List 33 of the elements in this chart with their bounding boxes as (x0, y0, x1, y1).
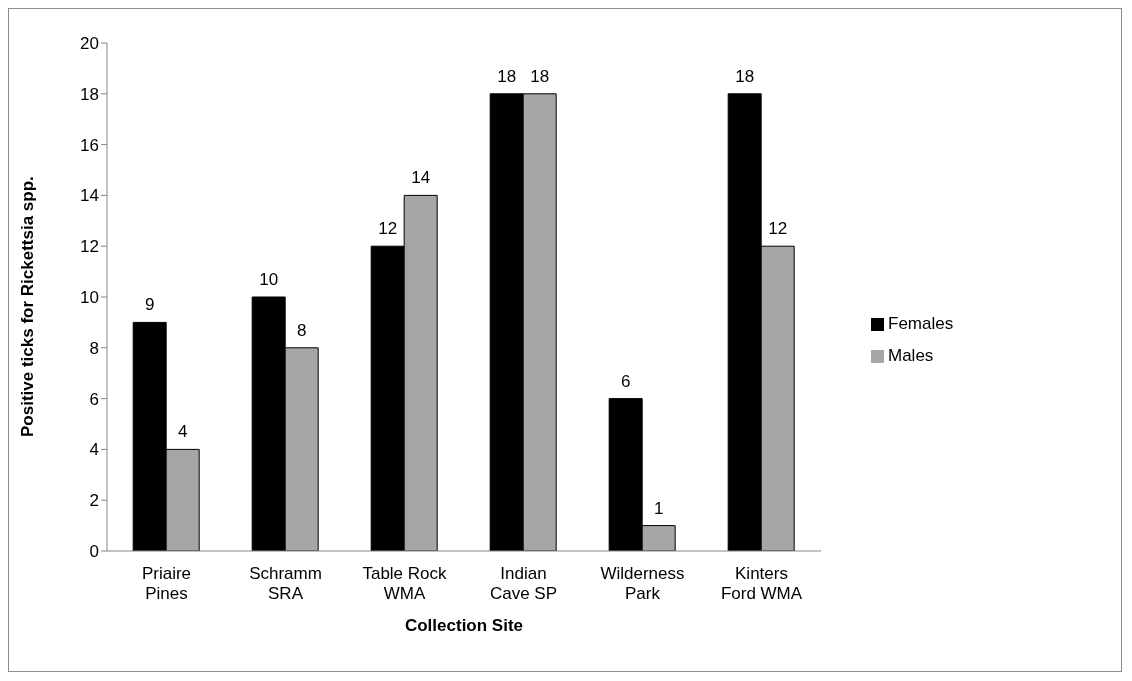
x-tick-label: Indian Cave SP (489, 564, 558, 603)
y-axis-title: Positive ticks for Rickettsia spp. (18, 176, 38, 437)
y-tick-label: 8 (89, 338, 99, 358)
data-label: 6 (620, 371, 631, 391)
data-label: 10 (259, 270, 279, 289)
data-label: 8 (296, 320, 307, 340)
data-label: 1 (653, 498, 664, 518)
x-tick-label: Wilderness Park (600, 564, 685, 603)
y-tick-label: 18 (80, 84, 99, 104)
x-tick-label: Table Rock WMA (362, 564, 448, 603)
data-label: 18 (735, 66, 755, 86)
legend-label: Females (888, 314, 954, 333)
y-tick-label: 12 (80, 237, 99, 257)
y-tick-label: 0 (89, 542, 99, 562)
y-tick-label: 6 (89, 389, 99, 409)
data-label: 18 (530, 66, 550, 86)
x-axis-title: Collection Site (404, 616, 524, 635)
legend-label: Males (888, 346, 934, 365)
data-label: 14 (411, 168, 431, 188)
y-tick-label: 20 (80, 34, 99, 54)
y-tick-label: 4 (89, 440, 99, 460)
data-label: 12 (378, 219, 398, 239)
y-tick-label: 10 (80, 288, 99, 308)
data-label: 12 (768, 219, 788, 239)
x-tick-label: Schramm SRA (249, 564, 322, 603)
y-tick-label: 2 (89, 491, 99, 511)
data-label: 9 (144, 295, 155, 315)
x-tick-label: Priaire Pines (141, 564, 192, 603)
y-tick-label: 16 (80, 135, 99, 155)
data-label: 4 (177, 422, 188, 442)
x-tick-label: Kinters Ford WMA (720, 564, 803, 603)
y-tick-label: 14 (80, 186, 99, 206)
data-label: 18 (497, 66, 517, 86)
